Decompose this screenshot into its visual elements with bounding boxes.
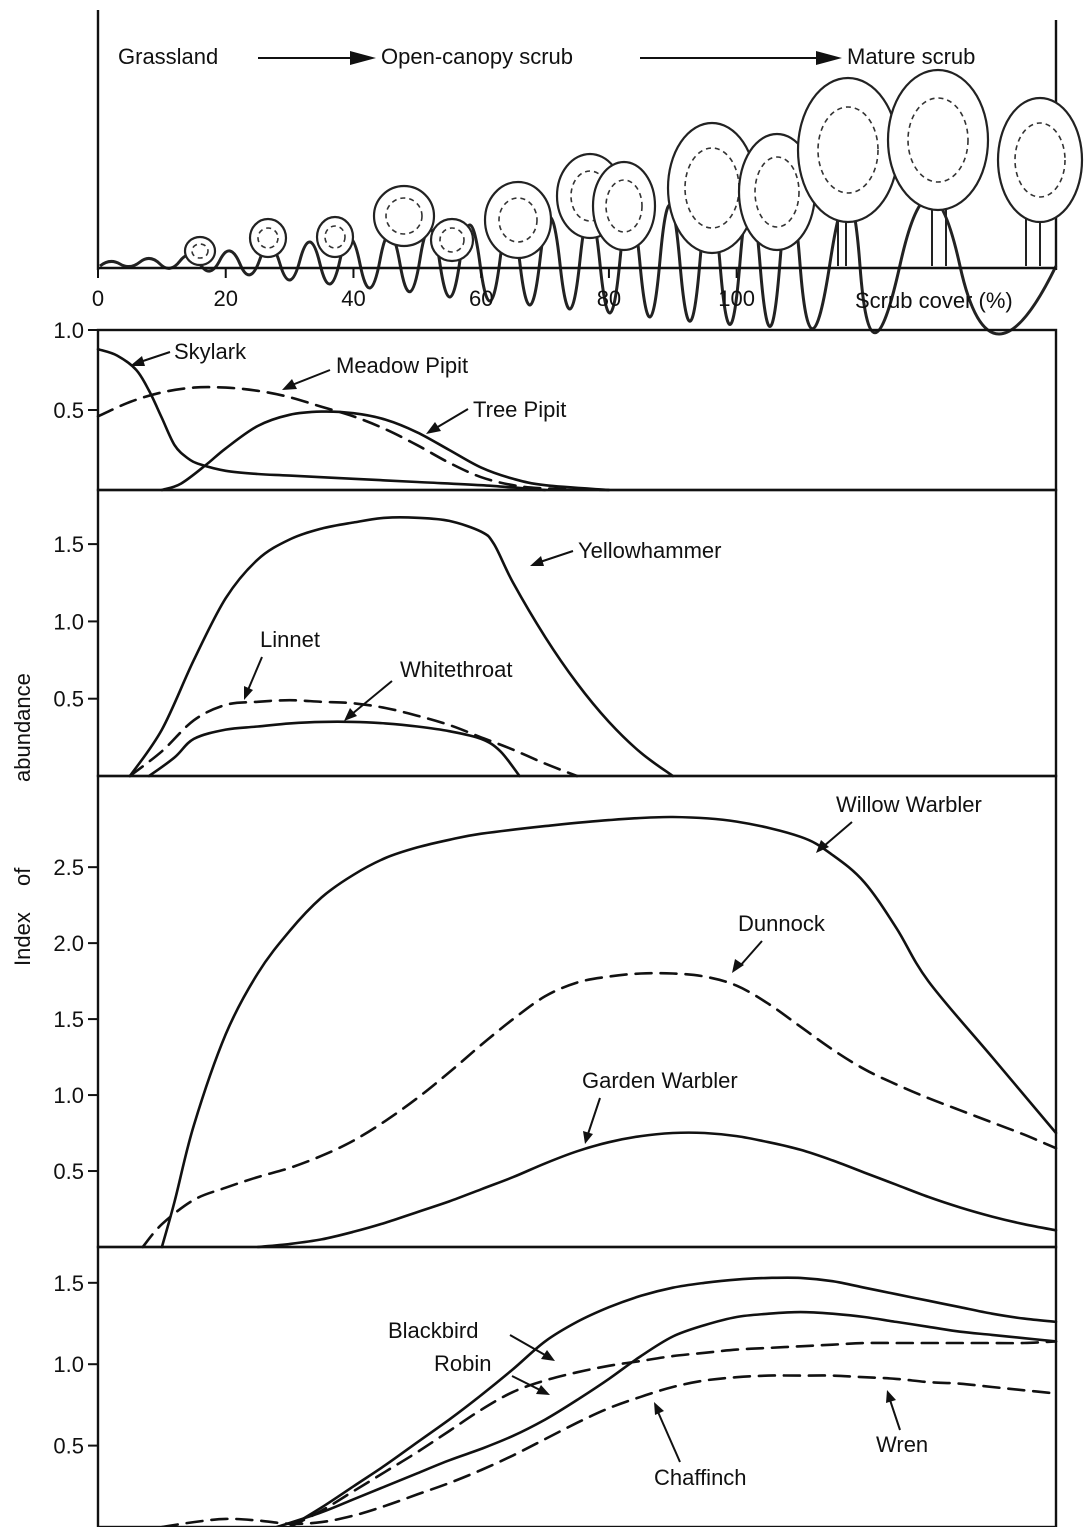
shrub-icon — [483, 180, 553, 260]
y-tick-label: 2.5 — [53, 855, 84, 880]
y-tick-label: 1.0 — [53, 318, 84, 343]
x-tick-label: 20 — [213, 286, 237, 311]
y-axis-label-index: Index — [10, 912, 35, 966]
stage-arrow-2 — [640, 51, 842, 65]
series-yellowhammer-line — [128, 516, 675, 778]
label-skylark: Skylark — [174, 339, 247, 364]
series-meadow-pipit-line — [96, 385, 611, 492]
y-tick-label: 1.5 — [53, 1007, 84, 1032]
series-wren-line — [160, 1374, 1058, 1527]
tree-icon — [796, 76, 900, 266]
panel-3: 0.5 1.0 1.5 2.0 2.5 — [53, 774, 1058, 1249]
label-meadow-pipit: Meadow Pipit — [336, 353, 468, 378]
label-garden-warbler: Garden Warbler — [582, 1068, 738, 1093]
label-wren: Wren — [876, 1432, 928, 1457]
series-linnet-line — [128, 698, 579, 778]
stage-arrow-1 — [258, 51, 376, 65]
label-dunnock: Dunnock — [738, 911, 826, 936]
y-tick-label: 1.5 — [53, 532, 84, 557]
x-axis-ticks: 0 20 40 60 80 100 — [92, 268, 755, 311]
stage-grassland: Grassland — [118, 44, 218, 69]
y-tick-label: 1.0 — [53, 609, 84, 634]
shrub-icon — [183, 235, 217, 267]
series-skylark-line — [96, 347, 547, 492]
series-robin-line — [288, 1340, 1058, 1527]
label-chaffinch: Chaffinch — [654, 1465, 747, 1490]
y-tick-label: 1.0 — [53, 1352, 84, 1377]
y-tick-label: 0.5 — [53, 1159, 84, 1184]
label-robin: Robin — [434, 1351, 491, 1376]
y-axis-label-abundance: abundance — [10, 673, 35, 782]
annotation-tree-pipit: Tree Pipit — [426, 397, 566, 434]
stage-open-canopy-scrub: Open-canopy scrub — [381, 44, 573, 69]
annotation-robin: Robin — [434, 1351, 550, 1395]
panel-frame — [96, 774, 1058, 1249]
annotation-meadow-pipit: Meadow Pipit — [282, 353, 468, 390]
series-whitethroat-line — [147, 720, 521, 778]
y-tick-label: 0.5 — [53, 687, 84, 712]
series-garden-warbler-line — [256, 1131, 1058, 1249]
shrub-icon — [372, 184, 475, 263]
label-yellowhammer: Yellowhammer — [578, 538, 721, 563]
series-blackbird-line — [288, 1276, 1058, 1527]
shrub-icon — [248, 217, 288, 259]
annotation-blackbird: Blackbird — [388, 1318, 555, 1361]
panel-frame — [96, 1245, 1058, 1527]
annotation-wren: Wren — [876, 1390, 928, 1457]
y-axis-label-of: of — [10, 867, 35, 886]
panel-2: 0.5 1.0 1.5 — [53, 488, 1058, 778]
y-tick-label: 1.5 — [53, 1271, 84, 1296]
series-willow-warbler-line — [160, 815, 1058, 1249]
y-tick-label: 0.5 — [53, 398, 84, 423]
x-tick-label: 80 — [597, 286, 621, 311]
tree-icon — [666, 121, 817, 255]
x-tick-label: 40 — [341, 286, 365, 311]
label-tree-pipit: Tree Pipit — [473, 397, 566, 422]
x-tick-label: 0 — [92, 286, 104, 311]
annotation-garden-warbler: Garden Warbler — [582, 1068, 738, 1144]
panel-4: 0.5 1.0 1.5 — [53, 1245, 1058, 1527]
x-axis-label: Scrub cover (%) — [855, 288, 1013, 313]
abundance-panels: 0.5 1.0 0.5 1.0 1.5 0.5 1.0 1.5 2.0 2.5 0.5 1.0 1.5 — [53, 318, 1058, 1527]
annotation-linnet: Linnet — [244, 627, 320, 700]
annotation-whitethroat: Whitethroat — [344, 657, 513, 721]
shrub-icon — [555, 152, 657, 252]
annotation-yellowhammer: Yellowhammer — [530, 538, 721, 566]
series-tree-pipit-line — [160, 410, 611, 492]
y-tick-label: 1.0 — [53, 1083, 84, 1108]
label-linnet: Linnet — [260, 627, 320, 652]
annotation-willow-warbler: Willow Warbler — [816, 792, 982, 853]
tree-icon — [996, 96, 1084, 266]
label-blackbird: Blackbird — [388, 1318, 478, 1343]
y-tick-label: 2.0 — [53, 931, 84, 956]
succession-header: Grassland Open-canopy scrub Mature scrub — [92, 10, 1084, 336]
annotation-chaffinch: Chaffinch — [654, 1402, 747, 1490]
tree-icon — [886, 68, 990, 266]
x-tick-label: 60 — [469, 286, 493, 311]
y-tick-label: 0.5 — [53, 1434, 84, 1459]
x-tick-label: 100 — [718, 286, 755, 311]
annotation-dunnock: Dunnock — [732, 911, 826, 973]
label-whitethroat: Whitethroat — [400, 657, 513, 682]
label-willow-warbler: Willow Warbler — [836, 792, 982, 817]
shrub-icon — [315, 215, 355, 259]
series-dunnock-line — [141, 971, 1058, 1249]
stage-mature-scrub: Mature scrub — [847, 44, 975, 69]
panel-frame — [96, 488, 1058, 778]
series-chaffinch-line — [275, 1310, 1058, 1527]
annotation-skylark: Skylark — [130, 339, 247, 366]
